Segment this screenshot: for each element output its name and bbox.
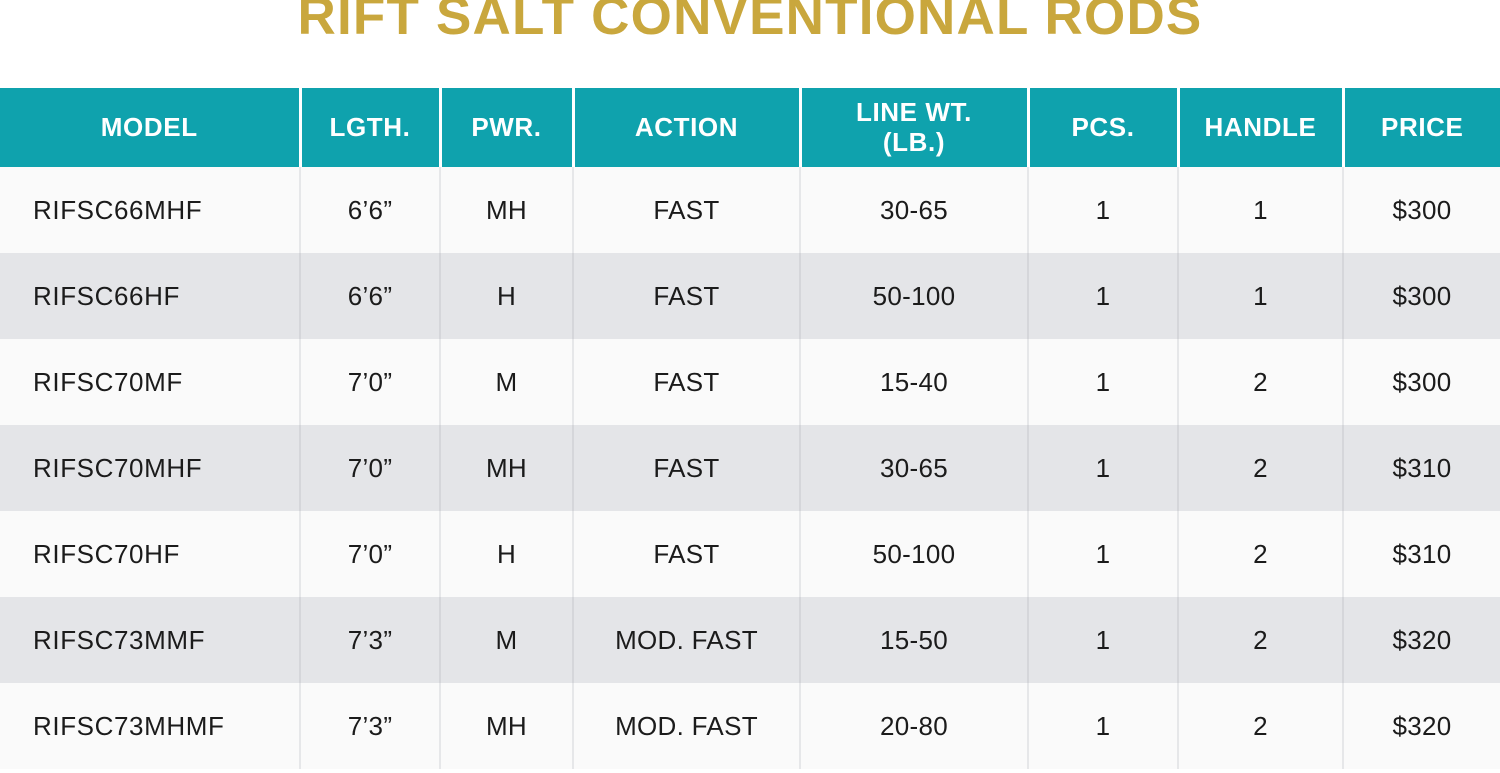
cell-handle: 1	[1178, 253, 1344, 339]
cell-handle: 2	[1178, 339, 1344, 425]
cell-pcs: 1	[1028, 511, 1179, 597]
table-header: MODEL LGTH. PWR. ACTION LINE WT. (LB.) P…	[0, 88, 1500, 167]
cell-pcs: 1	[1028, 597, 1179, 683]
cell-model: RIFSC70MF	[0, 339, 301, 425]
cell-lgth: 7’0”	[300, 339, 441, 425]
cell-lgth: 7’3”	[300, 597, 441, 683]
column-header-model: MODEL	[0, 88, 302, 167]
cell-line: 15-40	[800, 339, 1029, 425]
cell-line: 30-65	[800, 167, 1029, 253]
cell-handle: 2	[1178, 597, 1344, 683]
cell-pwr: M	[440, 597, 574, 683]
column-header-line-wt: LINE WT. (LB.)	[800, 88, 1030, 167]
table-row: RIFSC70MHF 7’0” MH FAST 30-65 1 2 $310	[0, 425, 1500, 511]
cell-line: 50-100	[800, 511, 1029, 597]
cell-action: FAST	[573, 425, 801, 511]
cell-pwr: H	[440, 511, 574, 597]
cell-price: $300	[1343, 167, 1500, 253]
rod-specifications-table: MODEL LGTH. PWR. ACTION LINE WT. (LB.) P…	[0, 88, 1500, 769]
column-header-line-wt-line2: (LB.)	[882, 126, 946, 157]
column-header-lgth: LGTH.	[300, 88, 442, 167]
table-header-row: MODEL LGTH. PWR. ACTION LINE WT. (LB.) P…	[0, 88, 1500, 167]
table-row: RIFSC73MHMF 7’3” MH MOD. FAST 20-80 1 2 $320	[0, 683, 1500, 769]
cell-model: RIFSC66HF	[0, 253, 301, 339]
cell-price: $310	[1343, 511, 1500, 597]
table-row: RIFSC70MF 7’0” M FAST 15-40 1 2 $300	[0, 339, 1500, 425]
cell-lgth: 6’6”	[300, 167, 441, 253]
cell-pcs: 1	[1028, 339, 1179, 425]
cell-line: 20-80	[800, 683, 1029, 769]
cell-handle: 2	[1178, 425, 1344, 511]
cell-pcs: 1	[1028, 425, 1179, 511]
cell-lgth: 6’6”	[300, 253, 441, 339]
column-header-handle: HANDLE	[1178, 88, 1345, 167]
column-header-action: ACTION	[573, 88, 802, 167]
table-row: RIFSC73MMF 7’3” M MOD. FAST 15-50 1 2 $320	[0, 597, 1500, 683]
cell-pwr: MH	[440, 683, 574, 769]
cell-handle: 2	[1178, 683, 1344, 769]
cell-model: RIFSC73MHMF	[0, 683, 301, 769]
cell-pwr: MH	[440, 425, 574, 511]
column-header-line-wt-line1: LINE WT.	[855, 97, 972, 128]
cell-pwr: H	[440, 253, 574, 339]
column-header-price: PRICE	[1343, 88, 1500, 167]
cell-action: FAST	[573, 253, 801, 339]
cell-action: FAST	[573, 339, 801, 425]
cell-line: 15-50	[800, 597, 1029, 683]
cell-price: $300	[1343, 253, 1500, 339]
cell-action: FAST	[573, 511, 801, 597]
cell-action: FAST	[573, 167, 801, 253]
cell-price: $320	[1343, 683, 1500, 769]
page-title-container: RIFT SALT CONVENTIONAL RODS	[0, 0, 1500, 70]
cell-handle: 2	[1178, 511, 1344, 597]
cell-model: RIFSC70MHF	[0, 425, 301, 511]
cell-line: 50-100	[800, 253, 1029, 339]
cell-pcs: 1	[1028, 683, 1179, 769]
table-row: RIFSC66HF 6’6” H FAST 50-100 1 1 $300	[0, 253, 1500, 339]
cell-pwr: MH	[440, 167, 574, 253]
page-title: RIFT SALT CONVENTIONAL RODS	[297, 0, 1203, 46]
cell-model: RIFSC73MMF	[0, 597, 301, 683]
cell-price: $320	[1343, 597, 1500, 683]
cell-pcs: 1	[1028, 167, 1179, 253]
cell-model: RIFSC66MHF	[0, 167, 301, 253]
cell-lgth: 7’0”	[300, 425, 441, 511]
cell-action: MOD. FAST	[573, 683, 801, 769]
table-row: RIFSC66MHF 6’6” MH FAST 30-65 1 1 $300	[0, 167, 1500, 253]
cell-lgth: 7’3”	[300, 683, 441, 769]
cell-lgth: 7’0”	[300, 511, 441, 597]
column-header-pcs: PCS.	[1028, 88, 1180, 167]
cell-price: $310	[1343, 425, 1500, 511]
cell-price: $300	[1343, 339, 1500, 425]
cell-handle: 1	[1178, 167, 1344, 253]
cell-line: 30-65	[800, 425, 1029, 511]
column-header-pwr: PWR.	[440, 88, 575, 167]
cell-pcs: 1	[1028, 253, 1179, 339]
cell-model: RIFSC70HF	[0, 511, 301, 597]
cell-action: MOD. FAST	[573, 597, 801, 683]
table-row: RIFSC70HF 7’0” H FAST 50-100 1 2 $310	[0, 511, 1500, 597]
cell-pwr: M	[440, 339, 574, 425]
table-body: RIFSC66MHF 6’6” MH FAST 30-65 1 1 $300 RIFSC66HF…	[0, 167, 1500, 769]
